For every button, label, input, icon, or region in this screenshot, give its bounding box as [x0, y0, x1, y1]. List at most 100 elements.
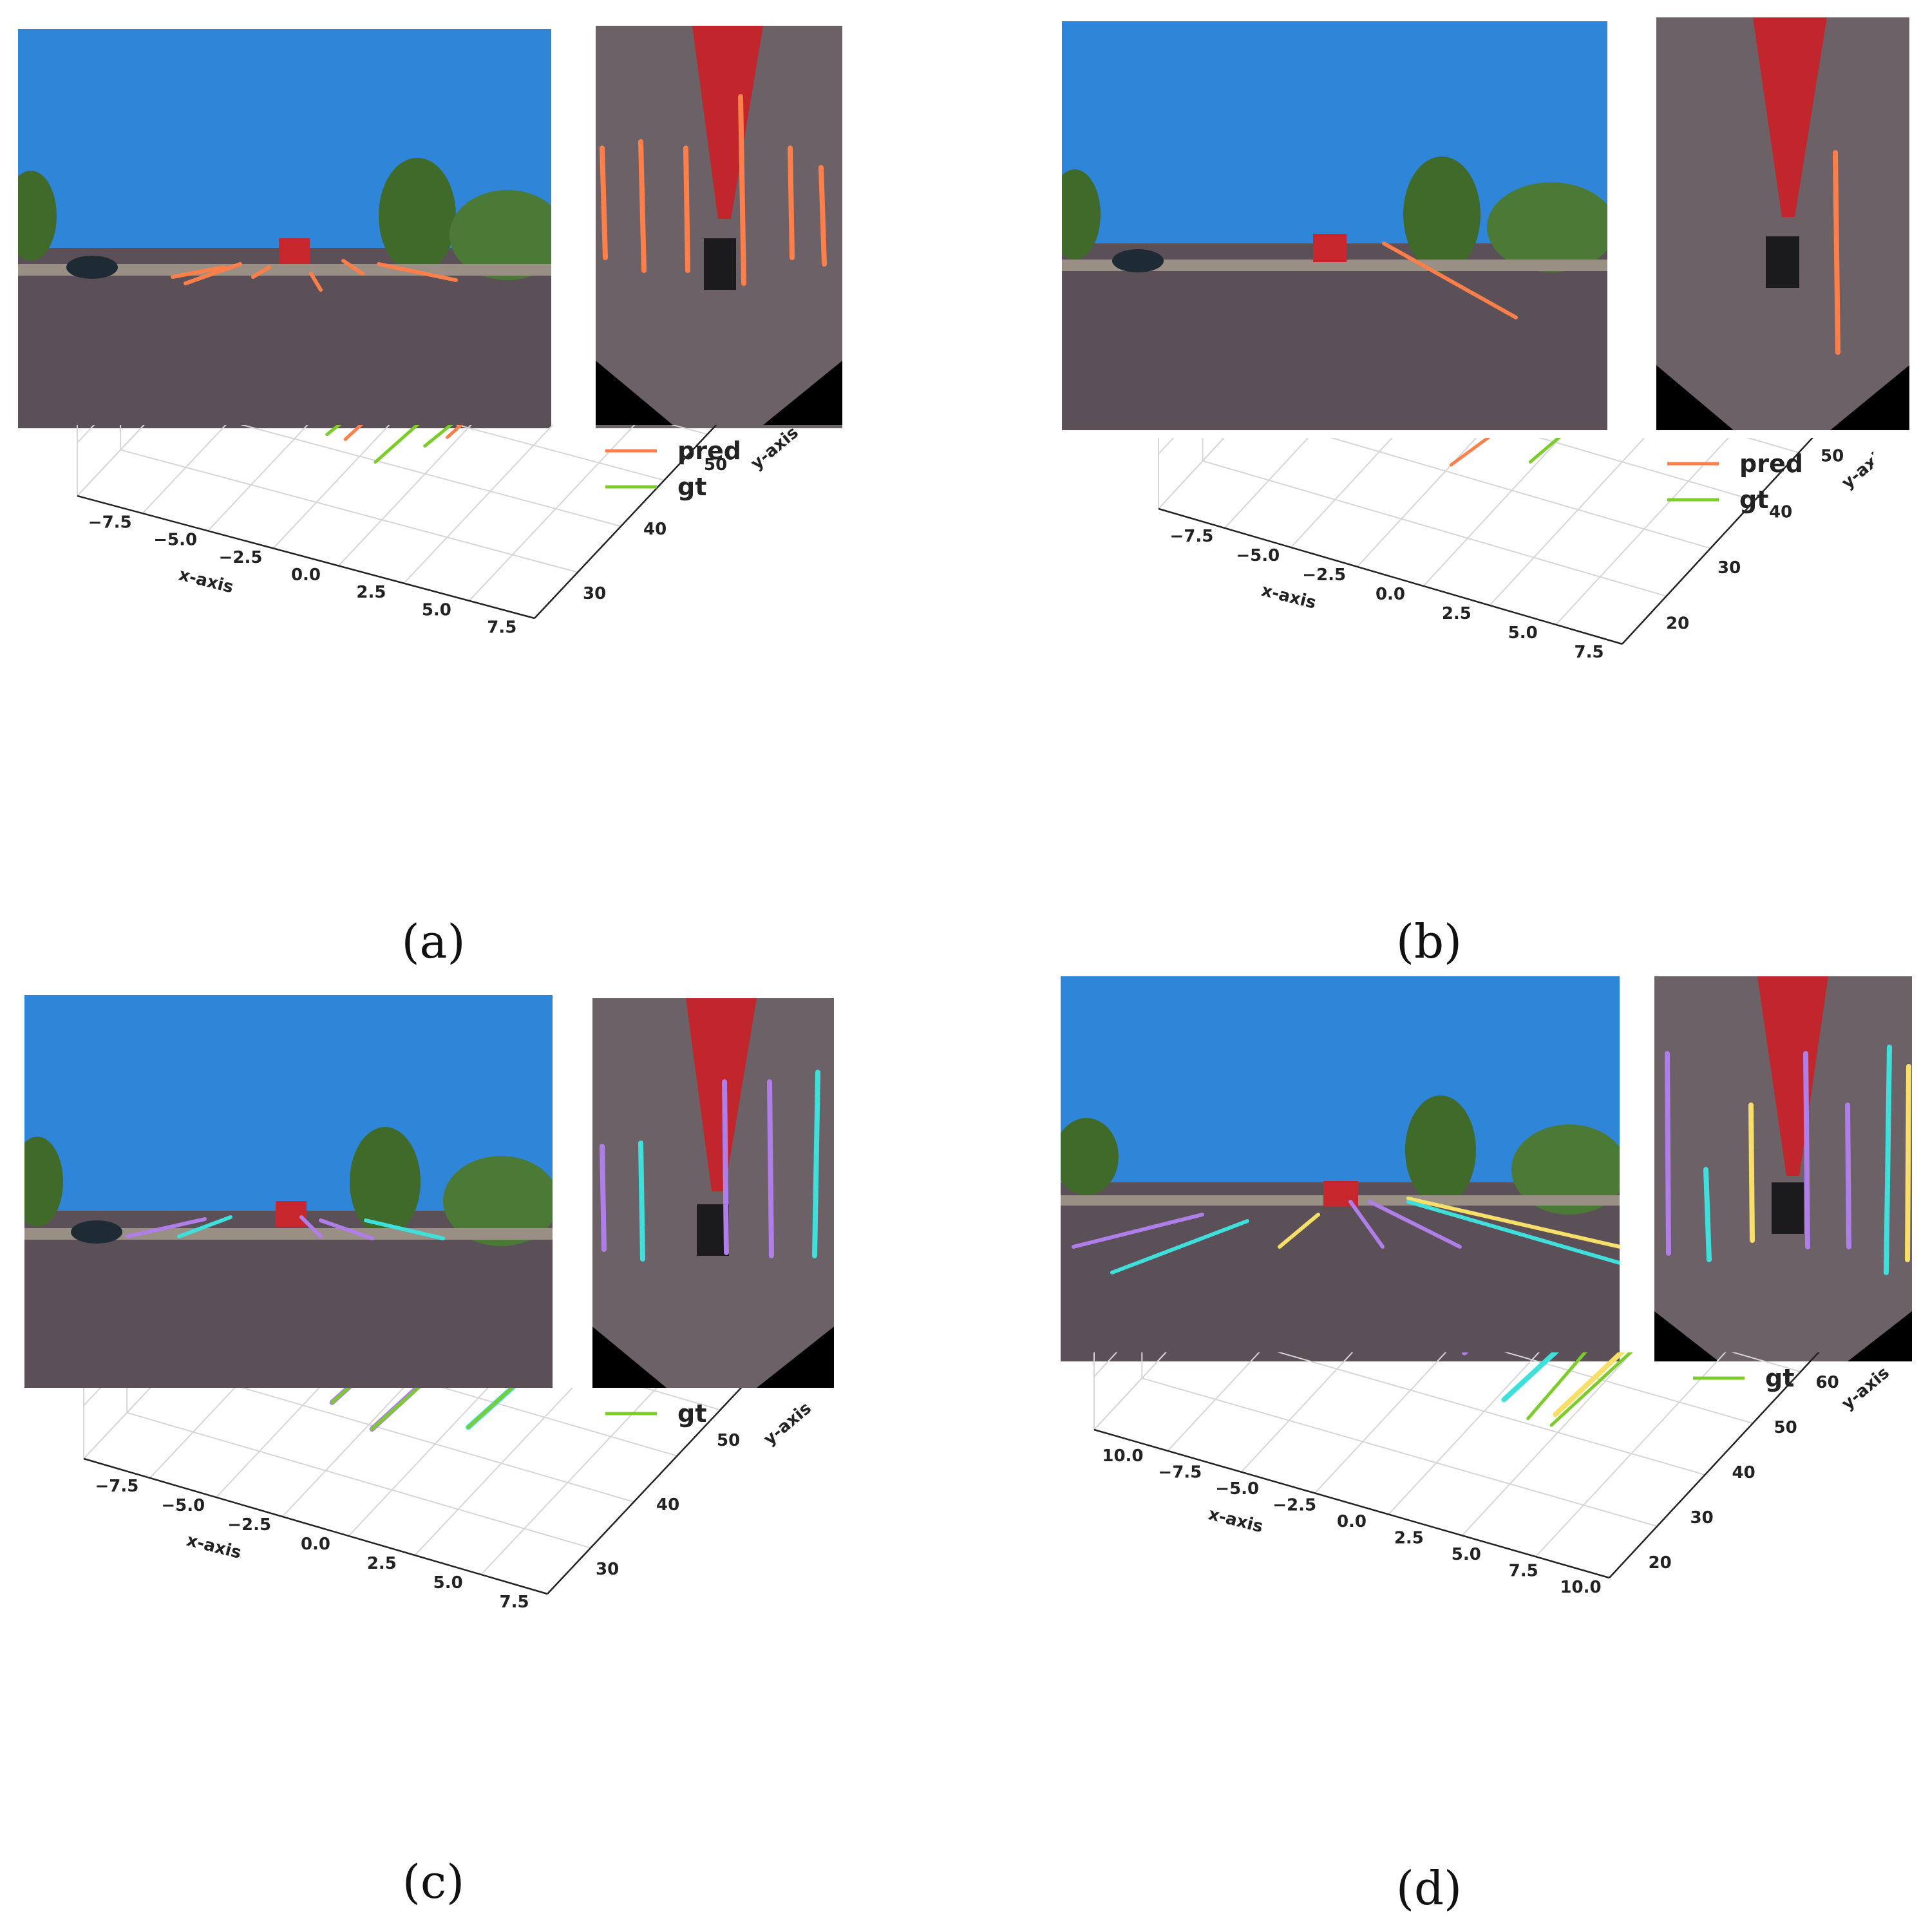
bev-scene — [1654, 976, 1912, 1361]
bev-image — [1656, 17, 1909, 430]
lane-overlay — [1072, 1213, 1204, 1249]
lane-overlay — [738, 94, 746, 286]
plot-canvas: −7.5−5.0−2.50.02.55.07.530405060700.80.4… — [77, 425, 802, 637]
lane-overlay — [1803, 1051, 1810, 1249]
series-pred — [1449, 438, 1491, 467]
y-tick-label: 40 — [656, 1495, 679, 1515]
x-tick-label: −7.5 — [1170, 527, 1214, 546]
x-tick-label: −2.5 — [219, 548, 263, 567]
lane-overlay — [683, 146, 690, 273]
panel-b: −7.5−5.0−2.50.02.55.07.52030405060700.80… — [965, 0, 1930, 969]
x-tick-label: 2.5 — [1394, 1529, 1424, 1548]
x-tick-label: 10.0 — [1560, 1578, 1601, 1597]
lane-overlay — [1833, 150, 1840, 355]
lane-overlay — [600, 146, 608, 260]
x-tick-label: −7.5 — [88, 513, 132, 533]
camera-image — [18, 29, 551, 428]
bev-image — [596, 26, 842, 428]
lane-line — [1501, 1352, 1559, 1403]
x-tick-label: 7.5 — [1575, 643, 1604, 662]
lane-3d-plot: 10.0 −7.5 −5.0 −2.5 0.0 2.5 5.0 7.5 10.0 20 30 40 50… — [1049, 1352, 1912, 1842]
red-car — [279, 238, 310, 264]
x-tick-label: −7.5 — [1158, 1463, 1202, 1482]
y-tick-label: 20 — [1666, 614, 1689, 634]
bev-scene — [592, 998, 834, 1388]
lane-overlay — [767, 1079, 774, 1258]
lane-overlay — [1348, 1200, 1385, 1249]
y-tick-label: 30 — [1717, 558, 1741, 578]
x-tick-label: −5.0 — [153, 531, 197, 550]
lane-line — [1549, 1352, 1633, 1427]
x-tick-label: 0.0 — [1376, 585, 1405, 604]
lane-overlay — [638, 139, 647, 273]
y-tick-label: 50 — [717, 1431, 740, 1450]
series-pred — [343, 425, 464, 441]
x-axis-label: x-axis — [177, 565, 236, 597]
lane-line — [1553, 1352, 1625, 1417]
y-tick-label: 30 — [1690, 1508, 1714, 1528]
lane-overlay — [1665, 1051, 1671, 1256]
lane-line — [325, 425, 342, 437]
legend-label: gt — [677, 1399, 706, 1428]
lane-overlay — [184, 262, 242, 285]
series-cyan — [1501, 1352, 1559, 1403]
lane-overlay — [1382, 242, 1518, 319]
x-tick-label: −5.0 — [161, 1496, 205, 1515]
lane-overlay — [638, 1141, 645, 1262]
lane-overlay — [177, 1215, 232, 1238]
legend: gt — [605, 1399, 706, 1428]
lane-overlay — [812, 1070, 820, 1258]
lane-line — [343, 425, 364, 441]
y-tick-label: 30 — [596, 1560, 619, 1579]
x-tick-label: −7.5 — [95, 1477, 139, 1496]
camera-scene — [24, 995, 553, 1388]
y-tick-label: 60 — [1816, 1373, 1839, 1392]
y-axis-label: y-axis — [760, 1399, 811, 1450]
plot-canvas: 10.0 −7.5 −5.0 −2.5 0.0 2.5 5.0 7.5 10.0 20 30 40 50… — [1093, 1352, 1893, 1597]
lane-line — [374, 425, 420, 464]
camera-scene — [1061, 976, 1620, 1361]
x-tick-label: 0.0 — [1337, 1512, 1367, 1531]
bev-scene — [1656, 17, 1909, 430]
lane-overlay — [341, 259, 364, 276]
y-tick-label: 40 — [1732, 1463, 1755, 1482]
legend-label: gt — [1739, 486, 1768, 514]
x-tick-label: −5.0 — [1215, 1479, 1259, 1499]
x-tick-label: 5.0 — [1452, 1545, 1481, 1564]
y-tick-label: 50 — [704, 455, 727, 475]
lane-3d-plot: −7.5−5.0−2.50.02.55.07.530405060700.80.4… — [39, 425, 811, 902]
lane-overlay — [1845, 1103, 1851, 1249]
panel-c: −7.5−5.0−2.50.02.55.07.530405060700.80.4… — [0, 966, 965, 1932]
lane-line — [370, 1388, 421, 1431]
series-yellow — [1553, 1352, 1625, 1417]
y-axis-label: y-axis — [747, 425, 802, 473]
lane-overlay — [1368, 1200, 1462, 1249]
y-axis-label: y-axis — [1838, 1363, 1893, 1414]
lane-overlay — [600, 1144, 607, 1252]
lane-overlay — [377, 262, 458, 282]
lane-overlay — [126, 1217, 207, 1238]
axes — [83, 1388, 743, 1595]
red-car — [1313, 234, 1347, 262]
y-tick-label: 40 — [1769, 502, 1792, 522]
lane-overlay — [1406, 1200, 1620, 1265]
x-tick-label: 2.5 — [367, 1554, 397, 1573]
lane-overlay — [1406, 1197, 1620, 1249]
x-tick-label: −2.5 — [1302, 565, 1346, 585]
axes — [1093, 1352, 1820, 1579]
camera-image — [1061, 976, 1620, 1361]
legend: pred gt — [605, 437, 741, 501]
red-car — [276, 1201, 307, 1227]
series-purple — [1462, 1352, 1469, 1356]
plot-canvas: −7.5−5.0−2.50.02.55.07.52030405060700.80… — [1158, 438, 1873, 662]
x-tick-label: 5.0 — [422, 600, 451, 620]
lane-overlay — [1884, 1045, 1892, 1275]
bev-scene — [596, 26, 842, 428]
x-axis-label: x-axis — [185, 1531, 243, 1563]
x-axis-label: x-axis — [1206, 1504, 1265, 1537]
x-tick-label: 2.5 — [356, 583, 386, 602]
lane-overlay — [1703, 1167, 1712, 1262]
legend-label: pred — [677, 437, 741, 465]
lane-overlay — [1748, 1103, 1755, 1243]
panel-d: 10.0 −7.5 −5.0 −2.5 0.0 2.5 5.0 7.5 10.0 20 30 40 50… — [965, 966, 1930, 1932]
